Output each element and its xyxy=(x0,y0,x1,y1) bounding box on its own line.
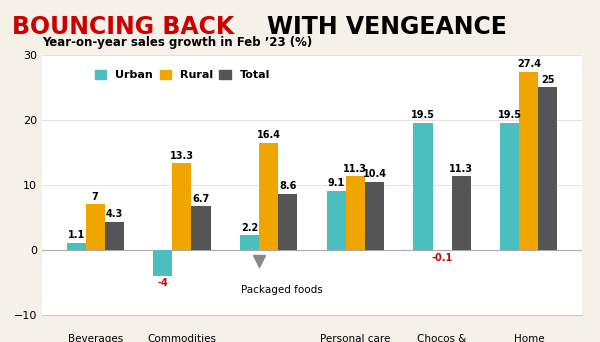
Text: -4: -4 xyxy=(157,278,168,288)
Text: 6.7: 6.7 xyxy=(193,194,209,203)
Bar xyxy=(153,250,172,276)
Bar xyxy=(413,123,433,250)
Text: 11.3: 11.3 xyxy=(449,163,473,174)
Text: BOUNCING BACK: BOUNCING BACK xyxy=(12,15,242,39)
Bar xyxy=(105,222,124,250)
Text: Year-on-year sales growth in Feb ’23 (%): Year-on-year sales growth in Feb ’23 (%) xyxy=(42,36,312,49)
Text: 9.1: 9.1 xyxy=(328,178,345,188)
Text: 11.3: 11.3 xyxy=(343,163,367,174)
Text: 27.4: 27.4 xyxy=(517,59,541,69)
Text: -0.1: -0.1 xyxy=(431,253,453,263)
Text: Packaged foods: Packaged foods xyxy=(241,285,323,295)
Bar xyxy=(365,182,384,250)
Legend: Urban, Rural, Total: Urban, Rural, Total xyxy=(91,65,274,85)
Bar xyxy=(452,176,471,250)
Text: 7: 7 xyxy=(92,192,98,201)
Bar xyxy=(278,194,297,250)
Text: 13.3: 13.3 xyxy=(170,150,194,161)
Bar xyxy=(519,71,538,250)
Bar xyxy=(86,204,105,250)
Bar xyxy=(327,190,346,250)
Text: 4.3: 4.3 xyxy=(106,209,123,219)
Text: 8.6: 8.6 xyxy=(279,181,296,191)
Text: WITH VENGEANCE: WITH VENGEANCE xyxy=(267,15,507,39)
Bar xyxy=(240,235,259,250)
Bar xyxy=(67,242,86,250)
Text: 2.2: 2.2 xyxy=(241,223,258,233)
Bar xyxy=(538,87,557,250)
Bar xyxy=(259,143,278,250)
Bar xyxy=(500,123,519,250)
Text: 16.4: 16.4 xyxy=(257,131,281,141)
Text: 25: 25 xyxy=(541,75,554,84)
Text: 19.5: 19.5 xyxy=(411,110,435,120)
Text: 1.1: 1.1 xyxy=(67,230,85,240)
Bar xyxy=(172,163,191,250)
Text: 19.5: 19.5 xyxy=(498,110,522,120)
Text: 10.4: 10.4 xyxy=(362,170,386,180)
Bar xyxy=(191,206,211,250)
Bar xyxy=(346,176,365,250)
